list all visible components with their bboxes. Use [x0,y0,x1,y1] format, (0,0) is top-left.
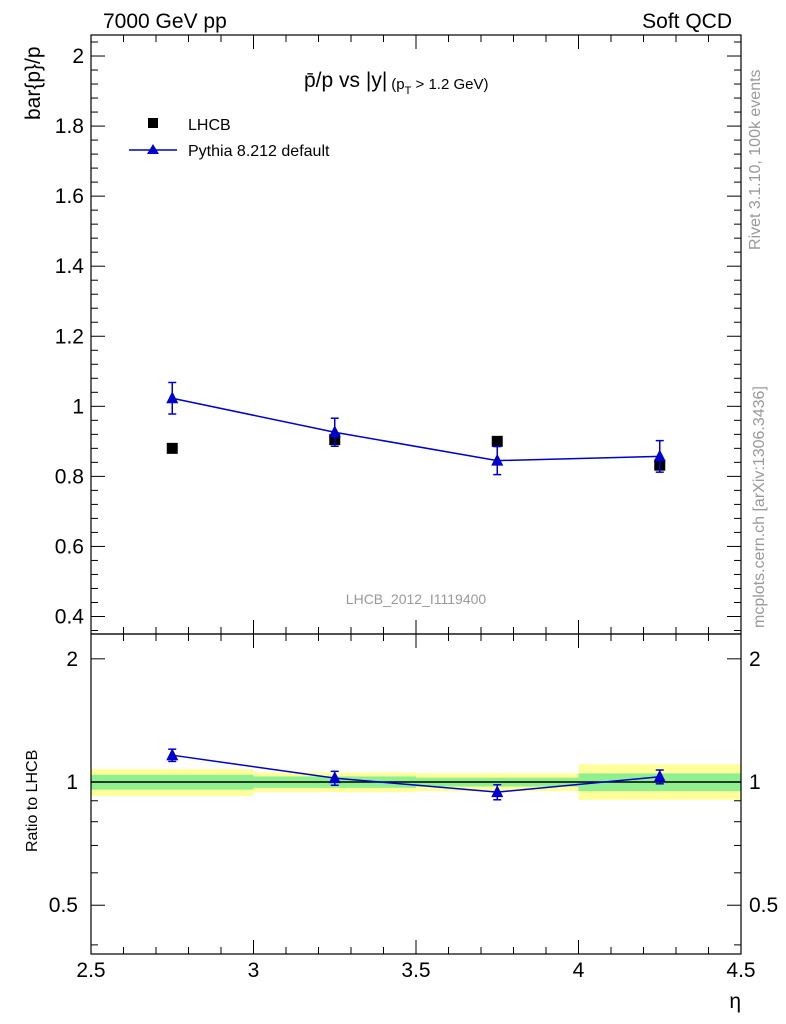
rivet-version-label: Rivet 3.1.10, 100k events [747,69,764,250]
pythia-main-line [172,397,660,462]
ratio-bands [91,764,741,800]
main-y-tick-label: 0.8 [55,465,84,488]
main-y-tick-label: 0.4 [55,605,85,628]
legend: LHCB Pythia 8.212 default [129,117,330,160]
x-axis-title: η [729,990,741,1013]
main-title: p̄/p vs |y| (pT > 1.2 GeV) [304,69,488,97]
legend-label-lhcb: LHCB [188,117,231,134]
legend-marker-pythia [147,144,159,154]
pythia-ratio-series [166,748,666,801]
legend-marker-lhcb [148,118,158,128]
title-cut-rest: > 1.2 GeV) [411,76,488,93]
ratio-y-tick-label-right: 0.5 [749,894,778,917]
lhcb-data-series [166,434,666,471]
header-energy: 7000 GeV pp [103,10,227,33]
source-label: mcplots.cern.ch [arXiv:1306.3436] [751,386,768,628]
data-series [166,381,666,801]
main-y-tick-label: 1.6 [55,185,84,208]
pythia-ratio-line [172,754,660,793]
main-y-tick-label: 2 [72,45,84,68]
pythia-ratio-marker-0 [166,748,179,761]
x-tick-label: 3.5 [401,959,430,982]
analysis-watermark: LHCB_2012_I1119400 [346,591,487,607]
pythia-main-marker-0 [166,391,179,404]
legend-label-pythia: Pythia 8.212 default [188,143,330,160]
main-y-tick-label: 1.8 [55,115,84,138]
main-y-tick-label: 1 [72,395,84,418]
axes: 2.5 3 3.5 4 4.5 0.4 0.6 0.8 1 1.2 1.4 1.6 1.8 2 0.5 0.5… [49,34,778,982]
main-y-tick-label: 1.4 [55,255,85,278]
pythia-main-marker-1 [328,425,341,438]
pythia-ratio-marker-3 [653,769,666,782]
ratio-y-tick-label-left: 1 [66,771,78,794]
x-tick-label: 4 [573,959,585,982]
lhcb-data-marker-2 [491,435,503,447]
ratio-y-tick-label-right: 1 [749,771,761,794]
main-y-tick-label: 1.2 [55,325,84,348]
x-tick-label: 2.5 [76,959,105,982]
ratio-y-axis-title: Ratio to LHCB [24,750,41,852]
x-tick-label: 4.5 [726,959,755,982]
x-tick-label: 3 [248,959,260,982]
pythia-main-marker-2 [491,453,504,466]
main-y-tick-label: 0.6 [55,535,84,558]
pythia-main-marker-3 [653,449,666,462]
title-cut-open: (p [391,76,404,93]
pythia-ratio-marker-2 [491,785,504,798]
header-process: Soft QCD [642,10,732,33]
title-main-text: p̄/p vs |y| [304,69,387,92]
ratio-y-tick-label-left: 0.5 [49,894,78,917]
lhcb-data-marker-0 [166,442,178,454]
main-y-axis-title: bar{p}/p [22,46,45,120]
title-cut-sub: T [405,85,412,97]
pythia-main-series [166,381,666,476]
ratio-y-tick-label-right: 2 [749,648,761,671]
pythia-ratio-marker-1 [328,771,341,784]
ratio-y-tick-label-left: 2 [66,648,78,671]
